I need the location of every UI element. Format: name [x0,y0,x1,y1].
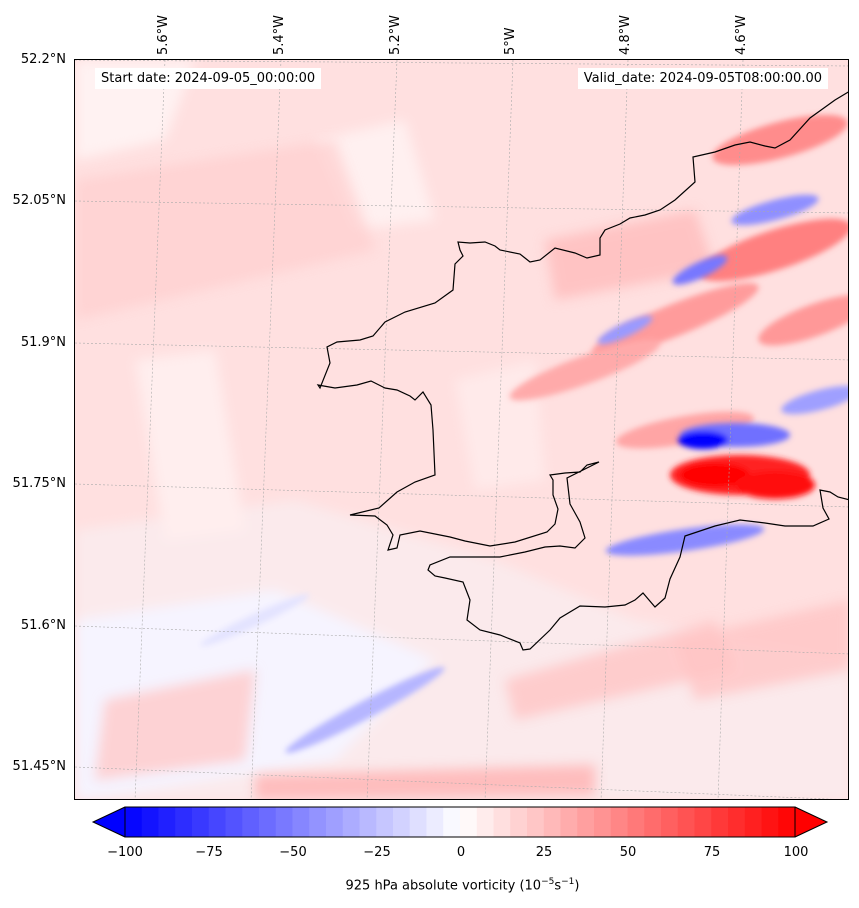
valid-date-label: Valid_date: 2024-09-05T08:00:00.00 [577,68,828,89]
colorbar-cell [426,807,444,837]
colorbar-cell [326,807,344,837]
colorbar-cell [493,807,511,837]
colorbar-extend-high [794,806,829,838]
colorbar-tick-label: 75 [703,845,721,860]
lon-tick-label: 4.6°W [734,14,749,55]
colorbar-extend-low [91,806,126,838]
colorbar-cell [158,807,176,837]
lat-tick-label: 51.45°N [12,759,66,774]
colorbar-tick-label: −25 [363,845,391,860]
colorbar-tick-label: −50 [279,845,307,860]
colorbar-cell [661,807,679,837]
colorbar-tick-label: −100 [107,845,143,860]
colorbar-cell [610,807,628,837]
colorbar-cell [460,807,478,837]
colorbar-cell [393,807,411,837]
colorbar-cell [242,807,260,837]
colorbar-tick-label: −75 [195,845,223,860]
lat-tick-label: 51.9°N [20,335,66,350]
colorbar-cells [125,807,796,837]
colorbar-label-mid: s [554,878,562,894]
colorbar-cell [744,807,762,837]
colorbar-tick-label: 25 [535,845,553,860]
lon-tick-label: 5.2°W [388,14,403,55]
lat-tick-label: 51.75°N [12,476,66,491]
colorbar-label-exp2: −1 [561,877,575,887]
colorbar-cell [275,807,293,837]
colorbar-cell [543,807,561,837]
colorbar-cell [141,807,159,837]
colorbar-frame [124,806,796,838]
colorbar-cell [208,807,226,837]
colorbar-cell [510,807,528,837]
colorbar-cell [644,807,662,837]
colorbar-cell [443,807,461,837]
lat-tick-label: 51.6°N [20,618,66,633]
colorbar-cell [342,807,360,837]
colorbar-cell [309,807,327,837]
field-red-streaks [509,114,848,499]
lon-tick-label: 5.4°W [272,14,287,55]
colorbar-cell [409,807,427,837]
colorbar [91,806,829,838]
colorbar-tick-label: 50 [619,845,637,860]
map-panel: Start date: 2024-09-05_00:00:00 Valid_da… [74,59,849,800]
colorbar-cell [711,807,729,837]
colorbar-label-exp1: −5 [541,877,555,887]
start-date-label: Start date: 2024-09-05_00:00:00 [95,68,322,89]
colorbar-cell [376,807,394,837]
graticule [75,60,848,799]
colorbar-tick-label: 0 [456,845,466,860]
vorticity-map [75,60,848,799]
colorbar-cell [192,807,210,837]
colorbar-cell [359,807,377,837]
colorbar-cell [728,807,746,837]
lat-tick-label: 52.05°N [12,193,66,208]
colorbar-cell [594,807,612,837]
colorbar-cell [292,807,310,837]
lon-tick-label: 5°W [503,27,518,55]
colorbar-label: 925 hPa absolute vorticity (10−5s−1) [0,877,859,893]
colorbar-cell [627,807,645,837]
colorbar-tick-label: 100 [783,845,809,860]
colorbar-cell [476,807,494,837]
field-pink-bands [75,140,848,799]
colorbar-cell [225,807,243,837]
lon-tick-label: 4.8°W [618,14,633,55]
colorbar-cell [694,807,712,837]
coastline [316,91,848,651]
colorbar-cell [125,807,143,837]
lat-tick-label: 52.2°N [20,52,66,67]
colorbar-label-end: ) [574,878,580,894]
colorbar-cell [778,807,796,837]
colorbar-cell [677,807,695,837]
field-blue-streaks [200,194,848,753]
colorbar-cell [577,807,595,837]
colorbar-cell [259,807,277,837]
colorbar-cell [527,807,545,837]
lon-tick-label: 5.6°W [156,14,171,55]
colorbar-cell [560,807,578,837]
colorbar-cell [175,807,193,837]
colorbar-cell [761,807,779,837]
colorbar-label-main: 925 hPa absolute vorticity (10 [345,878,542,894]
